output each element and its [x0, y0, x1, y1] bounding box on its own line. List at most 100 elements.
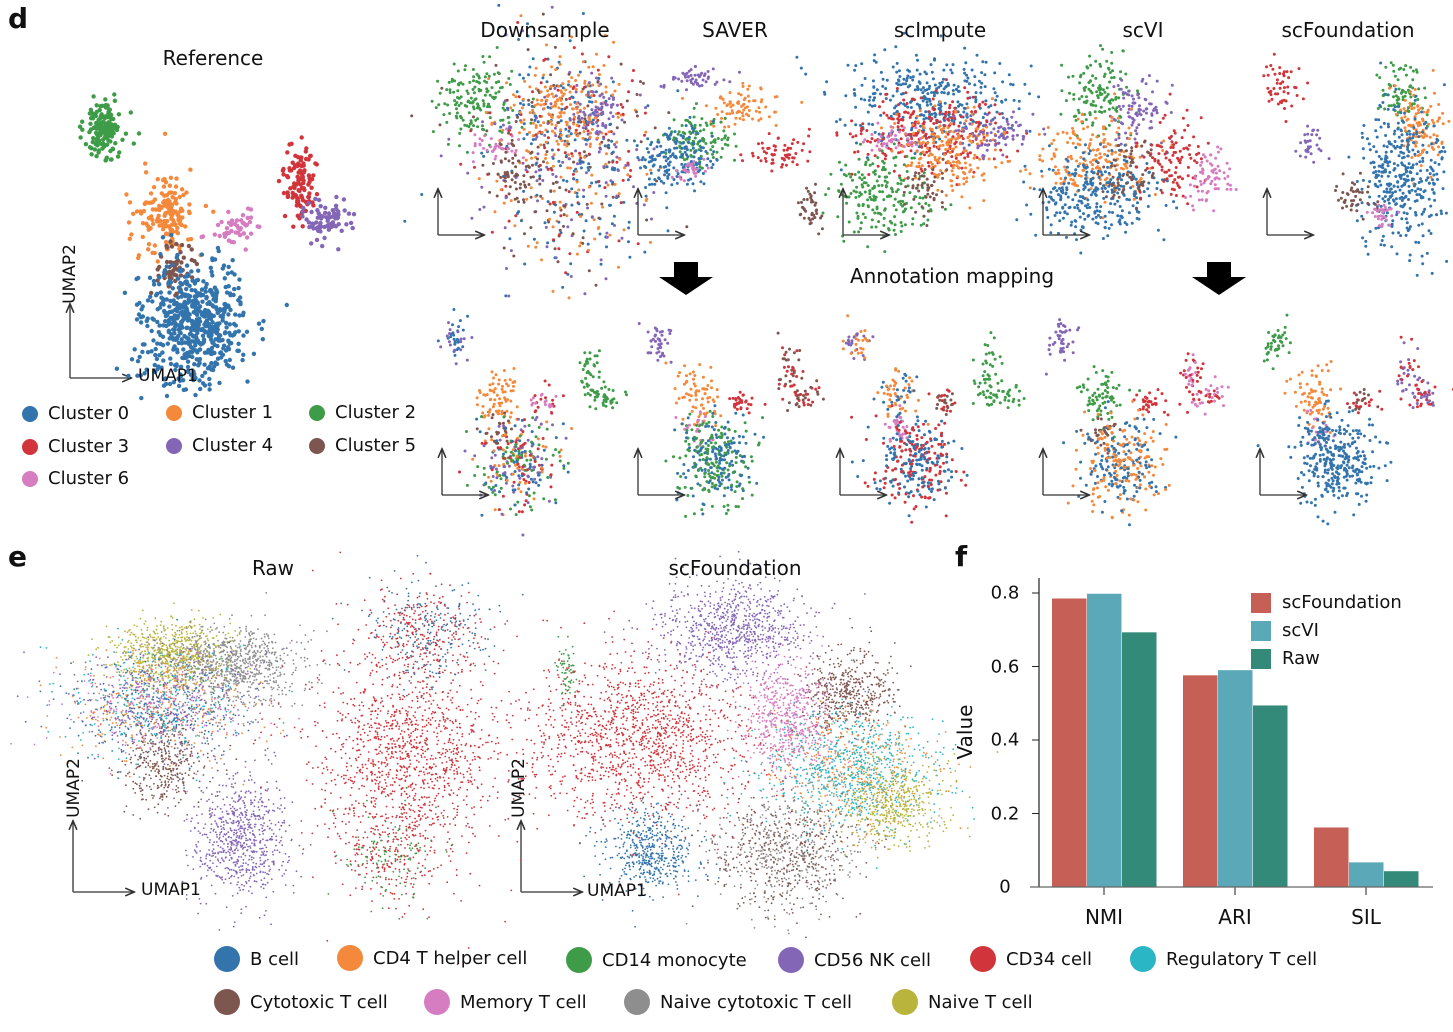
scatter-point — [903, 202, 907, 206]
scatter-point — [1143, 97, 1147, 101]
scatter-point — [154, 218, 159, 224]
scatter-point — [179, 187, 185, 192]
scatter-point — [167, 336, 172, 341]
scatter-point — [1017, 107, 1021, 111]
scatter-point — [875, 207, 879, 211]
scatter-point — [172, 344, 177, 349]
scatter-point — [920, 164, 924, 168]
scatter-point — [719, 155, 723, 159]
scatter-point — [499, 175, 503, 179]
scatter-point — [572, 122, 576, 126]
scatter-point — [88, 107, 94, 113]
scatter-point — [910, 140, 914, 144]
scatter-point — [617, 239, 621, 243]
scatter-point — [1104, 145, 1108, 149]
scatter-point — [490, 230, 494, 234]
scatter-point — [223, 330, 228, 335]
scatter-point — [107, 120, 112, 126]
scatter-point — [545, 245, 549, 249]
scatter-point — [623, 166, 626, 170]
scatter-point — [1109, 164, 1113, 168]
scatter-point — [942, 77, 945, 81]
scatter-point — [800, 100, 804, 104]
scatter-point — [1053, 165, 1057, 169]
scatter-point — [897, 114, 901, 118]
scatter-point — [522, 103, 526, 107]
scatter-point — [992, 87, 996, 91]
scatter-point — [1165, 177, 1169, 181]
scatter-point — [1074, 171, 1077, 175]
scatter-point — [208, 316, 214, 322]
scatter-point — [1095, 90, 1099, 94]
scatter-point — [622, 228, 626, 232]
scatter-point — [922, 114, 926, 117]
scatter-point — [877, 132, 881, 136]
scatter-point — [643, 111, 647, 115]
scatter-point — [1181, 177, 1184, 181]
scatter-point — [870, 225, 874, 229]
scatter-point — [1157, 144, 1161, 148]
scatter-point — [244, 235, 250, 240]
scatter-point — [151, 185, 157, 190]
scatter-point — [570, 187, 574, 191]
scatter-point — [680, 162, 684, 166]
scatter-point — [876, 156, 880, 160]
scatter-point — [111, 116, 116, 122]
scatter-point — [573, 138, 577, 142]
scatter-point — [653, 126, 657, 130]
scatter-point — [579, 215, 583, 218]
scatter-point — [926, 192, 930, 196]
scatter-point — [1082, 127, 1085, 131]
scatter-point — [612, 214, 616, 218]
scatter-point — [552, 95, 556, 99]
scatter-point — [575, 123, 579, 127]
scatter-point — [1010, 123, 1014, 127]
scatter-point — [887, 227, 890, 230]
scatter-point — [871, 123, 874, 126]
scatter-point — [108, 139, 113, 144]
scatter-point — [652, 163, 656, 167]
scatter-point — [556, 148, 560, 152]
scatter-point — [625, 138, 629, 142]
scatter-point — [873, 211, 877, 215]
scatter-point — [632, 69, 635, 72]
scatter-point — [1079, 75, 1082, 79]
scatter-point — [984, 99, 988, 103]
scatter-point — [707, 75, 710, 79]
scatter-point — [240, 357, 245, 363]
scatter-point — [999, 148, 1003, 152]
scatter-point — [674, 154, 678, 158]
scatter-point — [690, 162, 694, 166]
scatter-point — [880, 144, 884, 148]
scatter-point — [917, 164, 921, 168]
scatter-point — [948, 151, 952, 155]
scatter-point — [260, 337, 265, 342]
scatter-point — [657, 140, 661, 144]
scatter-point — [743, 96, 747, 100]
scatter-point — [896, 125, 900, 129]
scatter-point — [164, 243, 169, 248]
scatter-point — [590, 71, 594, 75]
scatter-point — [1105, 59, 1109, 63]
scatter-point — [964, 119, 968, 123]
scatter-point — [702, 128, 706, 132]
scatter-point — [549, 189, 553, 193]
scatter-point — [921, 86, 925, 90]
scatter-point — [678, 175, 681, 179]
scatter-point — [704, 80, 708, 84]
scatter-point — [885, 175, 889, 179]
scatter-point — [1099, 44, 1102, 48]
scatter-point — [961, 170, 965, 174]
scatter-point — [919, 167, 923, 171]
scatter-point — [219, 355, 224, 360]
scatter-point — [1087, 144, 1091, 147]
scatter-point — [653, 182, 657, 186]
scatter-point — [598, 232, 602, 236]
scatter-point — [494, 81, 498, 84]
scatter-point — [772, 153, 776, 157]
scatter-point — [914, 126, 918, 130]
scatter-point — [1170, 174, 1173, 178]
scatter-point — [172, 301, 177, 307]
scatter-point — [135, 359, 141, 364]
scatter-point — [256, 321, 262, 326]
